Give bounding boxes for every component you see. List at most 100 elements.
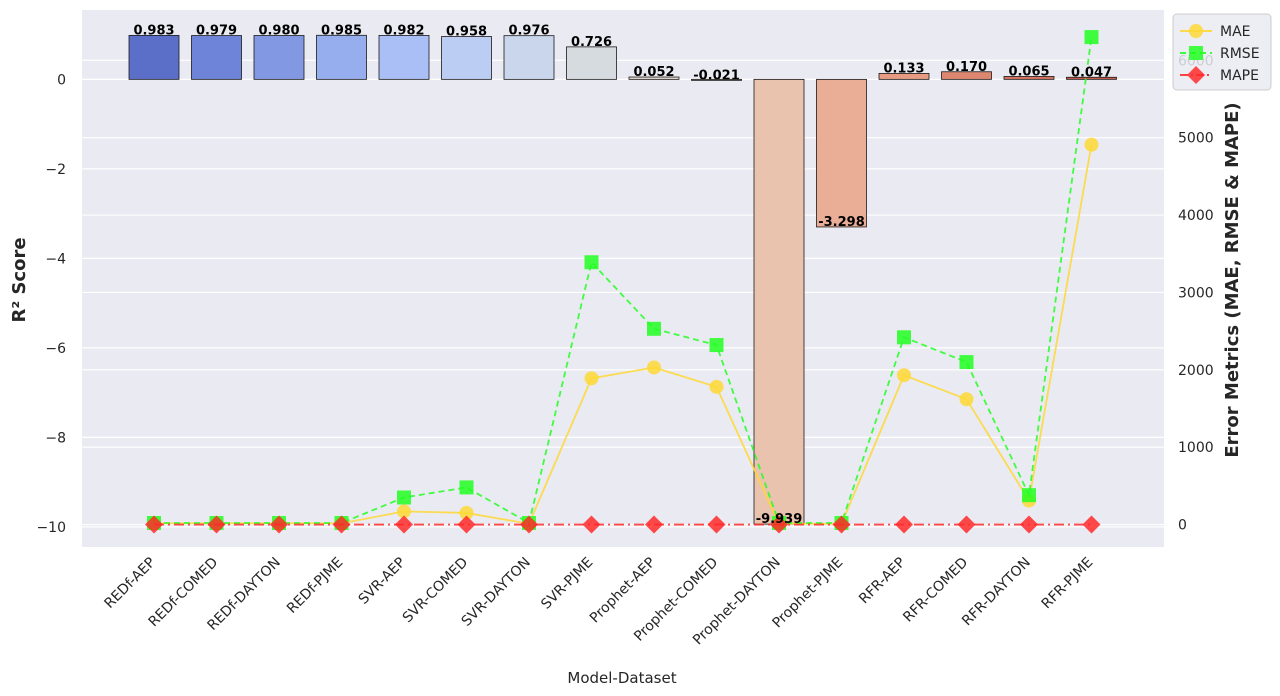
bar-REDf-AEP bbox=[128, 34, 180, 80]
bar-SVR-PJME bbox=[566, 46, 617, 80]
x-axis-title: Model-Dataset bbox=[567, 669, 676, 687]
y-tick-label: −2 bbox=[45, 162, 66, 178]
bar-Prophet-COMED bbox=[691, 78, 742, 81]
y-tick-label: −8 bbox=[45, 430, 66, 446]
legend-marker-mae bbox=[1189, 24, 1203, 38]
bar-value-label-REDf-PJME: 0.985 bbox=[321, 23, 362, 38]
bar-value-label-REDf-DAYTON: 0.980 bbox=[258, 24, 299, 39]
mape-point-Prophet-AEP bbox=[645, 515, 663, 534]
mape-point-SVR-COMED bbox=[457, 515, 476, 534]
bar-value-label-RFR-AEP: 0.133 bbox=[883, 61, 924, 76]
bar-REDf-DAYTON bbox=[253, 35, 305, 80]
rmse-point-RFR-AEP bbox=[897, 330, 911, 345]
mape-point-REDf-COMED bbox=[207, 515, 226, 534]
y-tick-label: −4 bbox=[45, 251, 66, 267]
bar-value-label-SVR-COMED: 0.958 bbox=[446, 24, 487, 39]
mape-point-Prophet-PJME bbox=[832, 515, 851, 534]
bar-RFR-COMED bbox=[941, 71, 992, 80]
mape-point-REDf-AEP bbox=[145, 515, 163, 534]
bar-value-label-RFR-PJME: 0.047 bbox=[1071, 65, 1112, 80]
mape-point-RFR-COMED bbox=[957, 515, 976, 534]
mae-point-Prophet-AEP bbox=[647, 360, 661, 375]
bar-SVR-AEP bbox=[378, 35, 430, 80]
legend-label-rmse: RMSE bbox=[1220, 46, 1260, 62]
y2-tick-label: 2000 bbox=[1178, 363, 1214, 379]
y-axis-title: R² Score bbox=[9, 237, 30, 322]
series-lines bbox=[145, 30, 1101, 534]
bar-value-labels: 0.983 0.979 0.980 0.985 0.982 0.958 0.976 0.726… bbox=[133, 23, 1112, 527]
legend-marker-mape bbox=[1187, 66, 1205, 84]
mape-point-Prophet-DAYTON bbox=[770, 515, 788, 534]
y-tick-label: 0 bbox=[57, 72, 66, 88]
y2-tick-label: 3000 bbox=[1178, 285, 1214, 301]
y2-axis-ticks: 0100020003000400050006000 bbox=[1178, 53, 1214, 533]
grid-lines bbox=[82, 59, 1164, 528]
mape-point-Prophet-COMED bbox=[707, 515, 726, 534]
bar-value-label-Prophet-AEP: 0.052 bbox=[633, 65, 674, 80]
mae-point-RFR-COMED bbox=[959, 392, 974, 407]
x-tick-label-RFR-PJME: RFR-PJME bbox=[1039, 555, 1097, 613]
mape-point-SVR-DAYTON bbox=[520, 515, 538, 534]
bar-Prophet-AEP bbox=[628, 76, 680, 80]
mape-point-RFR-PJME bbox=[1082, 515, 1101, 534]
bar-value-label-REDf-AEP: 0.983 bbox=[133, 23, 174, 38]
bar-SVR-DAYTON bbox=[503, 35, 555, 80]
bar-value-label-SVR-PJME: 0.726 bbox=[571, 35, 612, 50]
mae-point-SVR-COMED bbox=[459, 505, 474, 520]
bar-SVR-COMED bbox=[441, 36, 492, 80]
bar-RFR-AEP bbox=[878, 73, 930, 80]
bar-value-label-RFR-COMED: 0.170 bbox=[946, 60, 987, 75]
y-tick-label: −6 bbox=[45, 341, 66, 357]
x-tick-label-SVR-PJME: SVR-PJME bbox=[538, 555, 596, 613]
y-tick-label: −10 bbox=[36, 520, 66, 536]
bar-value-label-SVR-AEP: 0.982 bbox=[383, 23, 424, 38]
mape-point-SVR-PJME bbox=[582, 515, 601, 534]
plot-area bbox=[82, 10, 1164, 547]
mae-point-SVR-PJME bbox=[584, 371, 599, 386]
x-tick-label-REDf-AEP: REDf-AEP bbox=[101, 555, 158, 612]
mape-point-REDf-PJME bbox=[332, 515, 351, 534]
mae-point-SVR-AEP bbox=[397, 504, 411, 519]
bar-value-label-REDf-COMED: 0.979 bbox=[196, 24, 237, 39]
rmse-point-Prophet-AEP bbox=[647, 321, 661, 336]
bar-Prophet-DAYTON bbox=[753, 78, 805, 525]
y2-tick-label: 4000 bbox=[1178, 208, 1214, 224]
legend-label-mae: MAE bbox=[1220, 24, 1251, 40]
rmse-point-SVR-PJME bbox=[584, 255, 599, 270]
mae-point-Prophet-COMED bbox=[709, 379, 724, 394]
rmse-line bbox=[154, 36, 1093, 525]
y2-tick-label: 1000 bbox=[1178, 440, 1214, 456]
rmse-point-Prophet-COMED bbox=[709, 338, 724, 353]
bar-REDf-COMED bbox=[191, 35, 242, 80]
mae-point-RFR-AEP bbox=[897, 368, 911, 383]
rmse-point-SVR-COMED bbox=[459, 480, 474, 495]
mape-point-SVR-AEP bbox=[395, 515, 413, 534]
rmse-point-RFR-DAYTON bbox=[1022, 488, 1036, 503]
bar-value-label-Prophet-DAYTON: -9.939 bbox=[756, 512, 803, 527]
y-axis-ticks: 0 −2 −4 −6 −8 −10 bbox=[36, 72, 66, 536]
mae-line bbox=[154, 144, 1093, 525]
bar-value-label-SVR-DAYTON: 0.976 bbox=[508, 24, 549, 39]
x-tick-label-REDf-PJME: REDf-PJME bbox=[284, 555, 346, 617]
rmse-point-SVR-AEP bbox=[397, 490, 411, 505]
bar-Prophet-PJME bbox=[816, 78, 867, 228]
bar-value-label-RFR-DAYTON: 0.065 bbox=[1008, 64, 1049, 79]
legend: MAE RMSE MAPE bbox=[1172, 13, 1272, 91]
mae-point-RFR-PJME bbox=[1084, 137, 1099, 152]
x-tick-label-RFR-AEP: RFR-AEP bbox=[856, 555, 909, 608]
legend-marker-rmse bbox=[1189, 46, 1203, 60]
x-tick-label-RFR-COMED: RFR-COMED bbox=[900, 555, 971, 626]
y2-axis-title: Error Metrics (MAE, RMSE & MAPE) bbox=[1222, 102, 1243, 457]
mape-point-RFR-AEP bbox=[895, 515, 913, 534]
rmse-point-RFR-PJME bbox=[1084, 30, 1099, 45]
bar-value-label-Prophet-COMED: -0.021 bbox=[693, 68, 740, 83]
legend-label-mape: MAPE bbox=[1220, 68, 1259, 84]
y2-tick-label: 0 bbox=[1178, 518, 1187, 534]
bar-REDf-PJME bbox=[316, 34, 367, 80]
bar-RFR-DAYTON bbox=[1003, 76, 1055, 80]
rmse-point-RFR-COMED bbox=[959, 355, 974, 370]
bar-value-label-Prophet-PJME: -3.298 bbox=[818, 215, 865, 230]
bar-RFR-PJME bbox=[1066, 76, 1117, 80]
